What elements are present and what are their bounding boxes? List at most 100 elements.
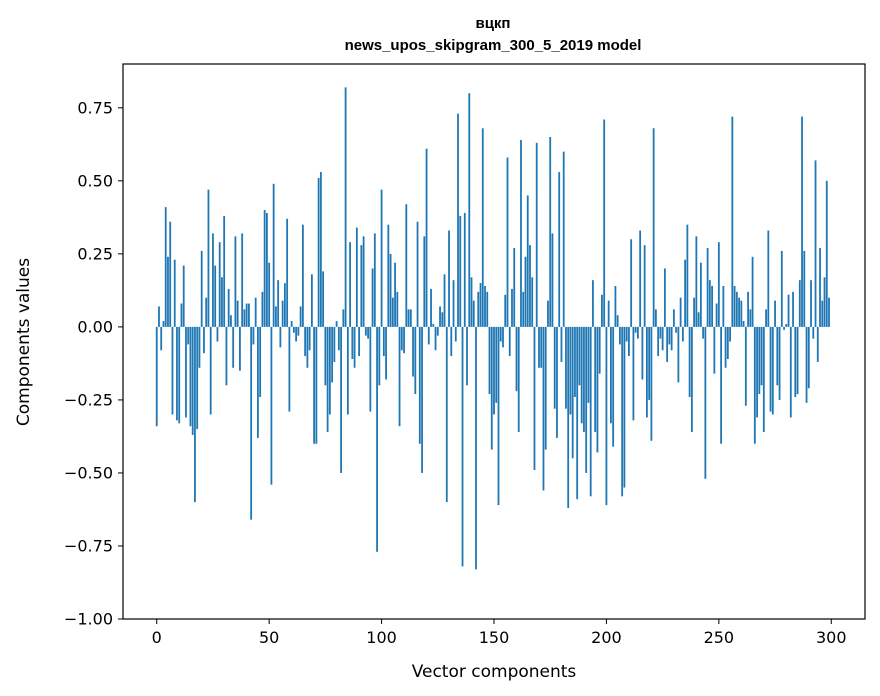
bar-150	[493, 326, 495, 415]
bar-268	[758, 326, 761, 395]
bar-223	[657, 326, 660, 357]
bar-199	[603, 119, 606, 327]
bar-256	[731, 116, 734, 327]
bar-175	[549, 137, 552, 327]
bar-118	[421, 326, 423, 473]
bar-54	[277, 280, 280, 327]
x-tick-label: 50	[259, 628, 279, 647]
bar-205	[616, 315, 619, 327]
bar-134	[457, 113, 459, 327]
bar-250	[717, 242, 720, 327]
bar-166	[529, 245, 531, 327]
bar-18	[196, 326, 199, 430]
bar-234	[681, 326, 684, 342]
bar-198	[601, 294, 603, 327]
bar-73	[319, 172, 322, 327]
bar-59	[288, 326, 291, 412]
bar-102	[385, 326, 387, 380]
y-tick-label: −0.50	[64, 463, 113, 482]
bar-224	[659, 326, 662, 339]
bar-85	[346, 326, 349, 415]
x-axis-ticks: 0 50 100 150 200 250 300	[152, 619, 847, 647]
bar-132	[452, 280, 455, 327]
bar-48	[263, 210, 266, 327]
bar-104	[389, 253, 392, 327]
bar-57	[283, 283, 286, 327]
bar-103	[387, 224, 390, 327]
bar-157	[508, 326, 511, 357]
bar-189	[580, 326, 583, 424]
bar-193	[589, 326, 592, 497]
bar-55	[279, 326, 282, 348]
bar-119	[423, 236, 426, 327]
bar-17	[194, 326, 196, 503]
bar-241	[697, 312, 700, 327]
bar-109	[400, 326, 403, 351]
bar-5	[167, 256, 169, 327]
y-axis-label: Components values	[14, 258, 34, 426]
bar-6	[169, 221, 172, 327]
bar-238	[690, 326, 693, 433]
bar-184	[569, 326, 572, 415]
bar-58	[286, 218, 289, 327]
bar-120	[425, 148, 428, 327]
bar-168	[533, 326, 536, 471]
bar-291	[810, 280, 812, 327]
bar-77	[328, 326, 331, 415]
bar-90	[358, 326, 360, 357]
bar-289	[805, 326, 808, 403]
bar-190	[583, 326, 585, 433]
bar-108	[398, 326, 401, 427]
bar-36	[236, 300, 239, 327]
bar-153	[499, 326, 502, 342]
bar-208	[623, 326, 626, 488]
bar-258	[735, 291, 738, 327]
bar-278	[780, 250, 783, 327]
bar-160	[515, 326, 518, 392]
bar-207	[621, 326, 624, 497]
bar-40	[245, 303, 248, 327]
bar-99	[378, 326, 381, 386]
bar-203	[612, 326, 615, 447]
bar-31	[225, 326, 228, 386]
bar-220	[650, 326, 653, 441]
bar-115	[414, 326, 417, 395]
bar-94	[367, 326, 369, 339]
bar-144	[479, 283, 482, 327]
bar-22	[205, 297, 208, 327]
bar-215	[639, 230, 642, 327]
bar-242	[699, 262, 702, 327]
bar-280	[785, 323, 788, 327]
bar-251	[720, 326, 722, 444]
bar-275	[774, 300, 776, 327]
bar-61	[292, 326, 295, 333]
bar-284	[794, 326, 797, 397]
bar-177	[553, 326, 556, 409]
x-tick-label: 250	[704, 628, 735, 647]
bar-197	[598, 326, 601, 374]
y-tick-label: 0.00	[77, 317, 113, 336]
bar-181	[562, 151, 565, 327]
bar-209	[625, 326, 628, 342]
x-tick-label: 0	[152, 628, 162, 647]
bar-13	[185, 326, 187, 418]
bar-146	[484, 286, 486, 327]
bar-262	[744, 326, 747, 406]
bar-123	[432, 323, 435, 327]
bar-30	[223, 215, 226, 327]
bar-274	[771, 326, 774, 415]
bar-154	[502, 326, 504, 348]
bar-34	[232, 326, 235, 368]
bar-283	[792, 291, 794, 327]
bar-182	[565, 326, 567, 409]
bar-292	[812, 326, 815, 339]
bar-29	[221, 277, 223, 327]
bar-19	[198, 326, 201, 368]
bar-263	[747, 291, 749, 327]
bar-245	[706, 248, 709, 327]
bar-244	[704, 326, 707, 479]
bar-50	[268, 262, 271, 327]
bar-81	[337, 326, 340, 351]
bar-98	[376, 326, 378, 552]
